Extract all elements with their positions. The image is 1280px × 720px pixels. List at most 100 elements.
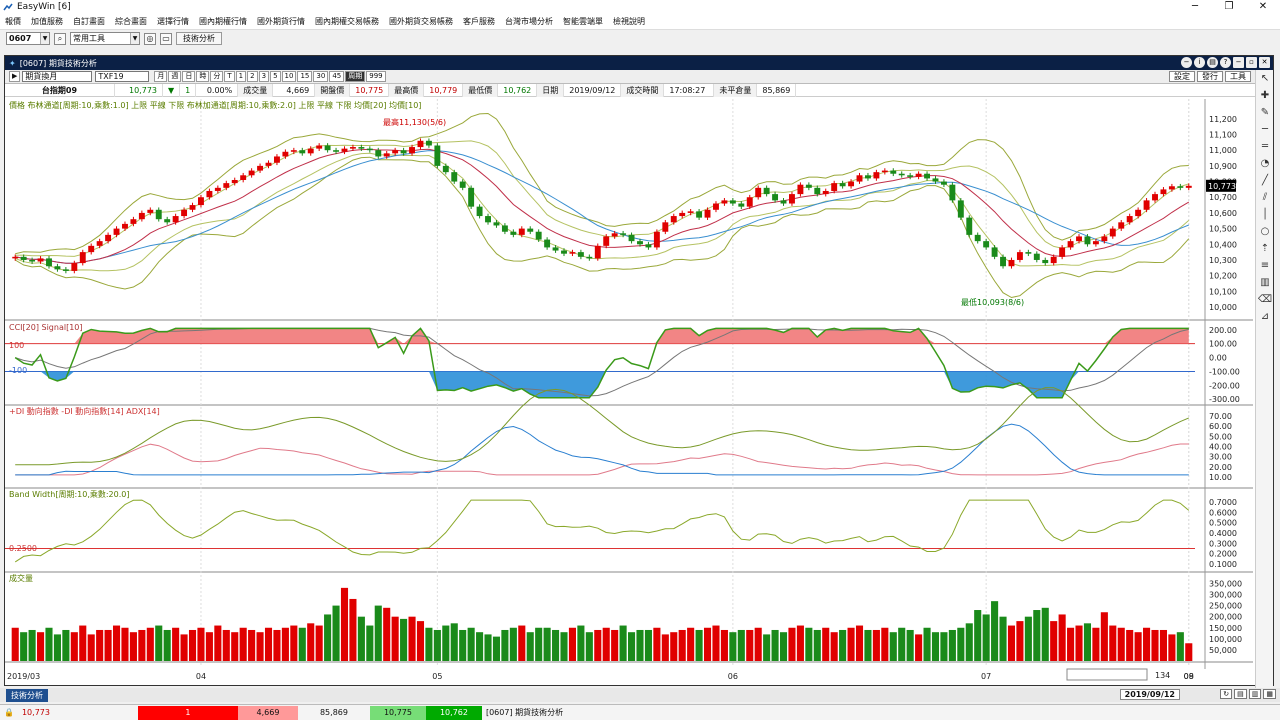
- menu-item-foreign-futures-quote[interactable]: 國外期貨行情: [257, 17, 305, 26]
- search-icon[interactable]: ⌕: [54, 32, 66, 45]
- ticker-down-count: 10,762: [425, 705, 482, 720]
- last-price-label: 10,773: [1208, 182, 1236, 191]
- period-week-button[interactable]: 週: [168, 71, 182, 82]
- brush-icon[interactable]: ✎: [1260, 107, 1270, 118]
- menu-item-domestic-trade[interactable]: 國內期權交易帳務: [315, 17, 379, 26]
- high-annotation: 最高11,130(5/6): [383, 118, 447, 127]
- chart-area[interactable]: 11,20011,10011,00010,90010,80010,70010,6…: [5, 99, 1253, 685]
- subwindow-help-icon[interactable]: ?: [1220, 57, 1231, 68]
- ruler-tool-icon[interactable]: ⊿: [1260, 311, 1270, 322]
- menu-item-custom-screen[interactable]: 自訂畫面: [73, 17, 105, 26]
- menu-item-foreign-trade[interactable]: 國外期貨交易帳務: [389, 17, 453, 26]
- ticker-news[interactable]: [0607] 期貨技術分析: [485, 707, 564, 717]
- play-icon[interactable]: ▶: [9, 71, 21, 82]
- menu-item-customer-service[interactable]: 客戶服務: [463, 17, 495, 26]
- menu-item-domestic-futures-quote[interactable]: 國內期權行情: [199, 17, 247, 26]
- symbol-combo[interactable]: 0607 ▼: [6, 32, 50, 45]
- hline-tool-icon[interactable]: ═: [1261, 141, 1269, 152]
- minimize-button[interactable]: ─: [1191, 1, 1199, 12]
- pointer-icon[interactable]: ↖: [1260, 73, 1270, 84]
- candle-body: [881, 170, 888, 173]
- period-minute-button[interactable]: 分: [210, 71, 224, 82]
- tech-analysis-button[interactable]: 技術分析: [176, 32, 222, 45]
- period-count-input[interactable]: 999: [366, 71, 386, 82]
- cycle-icon[interactable]: ◔: [1260, 158, 1270, 169]
- maximize-button[interactable]: ❐: [1224, 1, 1234, 12]
- menu-item-market-analysis[interactable]: 台灣市場分析: [505, 17, 553, 26]
- volume-bar: [552, 629, 560, 661]
- period-custom-button[interactable]: 周期: [345, 71, 366, 82]
- menu-item-cloud-order[interactable]: 智能雲端單: [563, 17, 603, 26]
- volume-bar: [324, 614, 332, 661]
- close-button[interactable]: ✕: [1258, 1, 1268, 12]
- layout-1-icon[interactable]: ▤: [1234, 689, 1247, 699]
- menu-item-options-quote[interactable]: 選擇行情: [157, 17, 189, 26]
- window-icon[interactable]: ▭: [160, 32, 172, 45]
- channel-tool-icon[interactable]: ⫽: [1262, 192, 1268, 203]
- period-30-button[interactable]: 30: [313, 71, 329, 82]
- zoom-value-label: 134: [1155, 671, 1170, 680]
- candle-body: [1177, 186, 1184, 188]
- subwindow-print-icon[interactable]: ▤: [1207, 57, 1218, 68]
- circle-tool-icon[interactable]: ○: [1260, 226, 1270, 237]
- layout-3-icon[interactable]: ▦: [1263, 689, 1276, 699]
- subwindow-minimize-icon[interactable]: −: [1181, 57, 1192, 68]
- menu-item-quote[interactable]: 報價: [5, 17, 21, 26]
- subwindow-maximize-icon[interactable]: ▫: [1246, 57, 1257, 68]
- period-combo[interactable]: 期貨換月: [22, 71, 93, 82]
- candle-body: [130, 219, 137, 224]
- candle-body: [594, 245, 601, 259]
- chart-publish-button[interactable]: 發行: [1197, 71, 1223, 82]
- subwindow-info-icon[interactable]: i: [1194, 57, 1205, 68]
- quote-oi-label: 未平倉量: [714, 83, 758, 97]
- period-5-button[interactable]: 5: [270, 71, 281, 82]
- chart-toolbar: ▶ 期貨換月 TXF19 月 週 日 時 分 T 1 2 3 5 10 15 3…: [5, 70, 1273, 84]
- chart-settings-button[interactable]: 設定: [1169, 71, 1195, 82]
- period-15-button[interactable]: 15: [297, 71, 313, 82]
- vline-tool-icon[interactable]: │: [1261, 209, 1269, 220]
- period-10-button[interactable]: 10: [281, 71, 297, 82]
- tab-futures-tech[interactable]: 技術分析: [6, 688, 48, 702]
- contract-combo[interactable]: TXF19: [95, 71, 150, 82]
- ray-tool-icon[interactable]: ╱: [1261, 175, 1269, 186]
- period-1-button[interactable]: 1: [235, 71, 247, 82]
- arrow-tool-icon[interactable]: ⇡: [1260, 243, 1270, 254]
- tools-combo[interactable]: 常用工具 ▼: [70, 32, 140, 45]
- cross-icon[interactable]: ✚: [1260, 90, 1270, 101]
- gann-tool-icon[interactable]: ▥: [1260, 277, 1270, 288]
- dmi-tick-label: 40.00: [1209, 442, 1232, 451]
- volume-bar: [1185, 643, 1193, 661]
- volume-bar: [1016, 621, 1024, 661]
- volume-bar: [248, 629, 256, 661]
- subwindow-restore-icon[interactable]: −: [1233, 57, 1244, 68]
- period-month-button[interactable]: 月: [154, 71, 168, 82]
- gear-icon[interactable]: ◎: [144, 32, 156, 45]
- volume-legend: 成交量: [9, 574, 33, 583]
- layout-2-icon[interactable]: ▥: [1248, 689, 1262, 699]
- volume-bar: [239, 627, 247, 661]
- status-refresh-button[interactable]: ↻: [1220, 689, 1233, 699]
- tech-analysis-window: ✦ [0607] 期貨技術分析 − i ▤ ? − ▫ ✕ ▶ 期貨換月 TXF…: [4, 55, 1274, 690]
- period-day-button[interactable]: 日: [182, 71, 196, 82]
- period-tick-button[interactable]: T: [224, 71, 235, 82]
- erase-tool-icon[interactable]: ⌫: [1257, 294, 1273, 305]
- volume-bar: [180, 634, 188, 661]
- period-2-button[interactable]: 2: [247, 71, 258, 82]
- cci-ref-hi-label: 100: [9, 341, 25, 350]
- subwindow-close-icon[interactable]: ✕: [1259, 57, 1270, 68]
- period-45-button[interactable]: 45: [329, 71, 345, 82]
- chart-tools-button[interactable]: 工具: [1225, 71, 1251, 82]
- bw-tick-label: 0.7000: [1209, 498, 1237, 507]
- menu-item-help[interactable]: 檢視說明: [613, 17, 645, 26]
- candle-body: [1059, 247, 1066, 257]
- window-title: EasyWin [6]: [17, 2, 71, 12]
- menu-item-combined-screen[interactable]: 綜合畫面: [115, 17, 147, 26]
- fib-tool-icon[interactable]: ≡: [1260, 260, 1270, 271]
- menu-item-value-added[interactable]: 加值服務: [31, 17, 63, 26]
- chart-svg[interactable]: 11,20011,10011,00010,90010,80010,70010,6…: [5, 99, 1253, 685]
- period-3-button[interactable]: 3: [258, 71, 270, 82]
- line-tool-icon[interactable]: ─: [1261, 124, 1269, 135]
- period-hour-button[interactable]: 時: [196, 71, 210, 82]
- volume-bar: [931, 632, 940, 661]
- drawing-tools-sidebar: ↖ ✚ ✎ ─ ═ ◔ ╱ ⫽ │ ○ ⇡ ≡ ▥ ⌫ ⊿: [1255, 70, 1273, 690]
